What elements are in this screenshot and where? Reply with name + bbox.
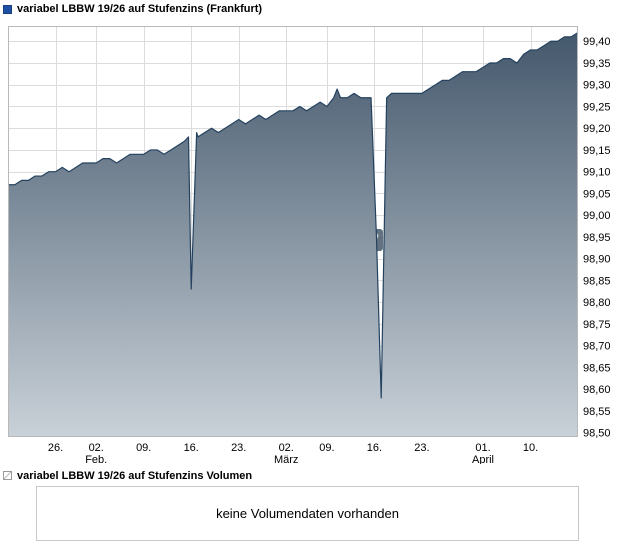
svg-text:99,35: 99,35: [583, 58, 611, 70]
svg-text:16.: 16.: [184, 442, 199, 454]
svg-text:99,10: 99,10: [583, 167, 611, 179]
price-chart: 99,40 99,35 99,30 99,25 99,20 99,15 99,10 99,05…: [8, 26, 611, 464]
chart-title: variabel LBBW 19/26 auf Stufenzins (Fran…: [17, 3, 263, 15]
svg-text:01.: 01.: [475, 442, 490, 454]
volume-series-legend-icon: [3, 471, 12, 480]
svg-text:10.: 10.: [523, 442, 538, 454]
svg-text:98,50: 98,50: [583, 428, 611, 440]
svg-text:23.: 23.: [414, 442, 429, 454]
volume-title: variabel LBBW 19/26 auf Stufenzins Volum…: [17, 469, 253, 482]
chart-header: variabel LBBW 19/26 auf Stufenzins (Fran…: [3, 2, 262, 16]
svg-text:98,65: 98,65: [583, 362, 611, 374]
svg-text:99,00: 99,00: [583, 210, 611, 222]
svg-text:98,60: 98,60: [583, 384, 611, 396]
price-series-legend-icon: [3, 4, 12, 14]
svg-text:02.: 02.: [279, 442, 294, 454]
svg-text:98,80: 98,80: [583, 297, 611, 309]
svg-text:16.: 16.: [367, 442, 382, 454]
svg-text:98,70: 98,70: [583, 341, 611, 353]
svg-text:März: März: [274, 454, 298, 464]
volume-empty-message: keine Volumendaten vorhanden: [216, 506, 399, 521]
x-axis-labels: 26. 02. 09. 16. 23. 02. 09. 16. 23. 01. 10.: [48, 442, 538, 454]
svg-text:99,20: 99,20: [583, 123, 611, 135]
svg-text:09.: 09.: [136, 442, 151, 454]
svg-text:99,25: 99,25: [583, 101, 611, 113]
svg-text:99,15: 99,15: [583, 145, 611, 157]
svg-text:Feb.: Feb.: [85, 454, 107, 464]
svg-text:23.: 23.: [231, 442, 246, 454]
x-axis-month-labels: Feb. März April: [85, 454, 494, 464]
svg-text:98,85: 98,85: [583, 275, 611, 287]
price-area: [8, 32, 578, 438]
svg-text:26.: 26.: [48, 442, 63, 454]
svg-text:April: April: [472, 454, 494, 464]
svg-text:98,95: 98,95: [583, 232, 611, 244]
svg-text:99,30: 99,30: [583, 80, 611, 92]
svg-text:09.: 09.: [319, 442, 334, 454]
svg-text:99,05: 99,05: [583, 188, 611, 200]
svg-text:98,90: 98,90: [583, 254, 611, 266]
plot-border: [8, 26, 578, 437]
svg-text:99,40: 99,40: [583, 36, 611, 48]
volume-panel: keine Volumendaten vorhanden: [36, 486, 579, 541]
svg-text:02.: 02.: [89, 442, 104, 454]
y-axis-labels: 99,40 99,35 99,30 99,25 99,20 99,15 99,10 99,05…: [583, 36, 611, 439]
volume-header: variabel LBBW 19/26 auf Stufenzins Volum…: [3, 469, 252, 482]
price-line: [8, 32, 579, 399]
svg-text:98,55: 98,55: [583, 406, 611, 418]
svg-text:98,75: 98,75: [583, 319, 611, 331]
